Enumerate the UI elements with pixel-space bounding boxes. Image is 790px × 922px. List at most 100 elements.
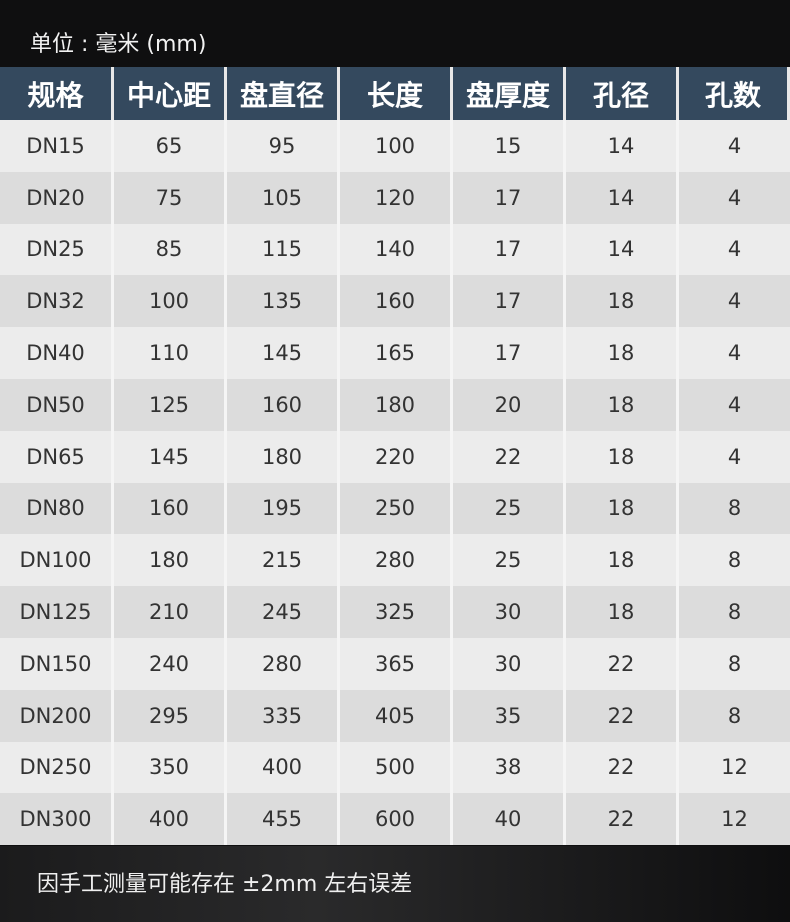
table-cell: 145 [114,430,227,483]
table-cell: 600 [340,793,453,846]
table-cell: 115 [227,223,340,276]
table-cell: DN50 [0,378,114,431]
table-cell: 210 [114,586,227,638]
table-cell: 17 [453,223,566,276]
column-header: 中心距 [114,67,227,120]
table-cell: DN32 [0,275,114,328]
table-cell: 295 [114,689,227,742]
table-cell: 160 [340,275,453,328]
table-cell: 8 [727,548,742,573]
table-cell: 280 [340,534,453,587]
table-cell: DN200 [0,689,114,742]
table-cell: DN250 [0,741,114,794]
table-row: DN200 295 335 405 35 22 8 [0,689,790,742]
table-cell: 125 [114,378,227,431]
table-cell: 280 [227,637,340,690]
table-cell: 38 [453,741,566,794]
table-cell: 14 [566,171,679,224]
table-cell: 100 [114,275,227,328]
table-row: DN40 110 145 165 17 18 4 [0,327,790,379]
table-cell: 215 [227,534,340,587]
table-cell: 8 [727,496,742,521]
table-cell: DN80 [0,482,114,535]
table-row: DN125 210 245 325 30 18 8 [0,586,790,638]
table-cell: 18 [566,327,679,379]
table-cell: 140 [340,223,453,276]
table-cell: 8 [727,600,742,625]
table-cell: 120 [340,171,453,224]
table-cell: 350 [114,741,227,794]
table-cell: 365 [340,637,453,690]
unit-label: 单位 : 毫米 (mm) [30,32,207,57]
table-cell: DN100 [0,534,114,587]
table-row: DN65 145 180 220 22 18 4 [0,430,790,483]
measurement-note: 因手工测量可能存在 ±2mm 左右误差 [37,872,413,897]
table-row: DN25 85 115 140 17 14 4 [0,223,790,276]
table-cell: 14 [566,120,679,172]
table-cell: 22 [566,689,679,742]
table-cell: DN300 [0,793,114,846]
table-row: DN300 400 455 600 40 22 12 [0,793,790,846]
spec-table: 规格 中心距 盘直径 长度 盘厚度 孔径 孔数 DN15 65 95 100 15 14 4 DN20 75 1… [0,67,790,846]
table-row: DN80 160 195 250 25 18 8 [0,482,790,535]
table-cell: 250 [340,482,453,535]
table-cell: 335 [227,689,340,742]
table-cell: DN65 [0,430,114,483]
table-cell: DN150 [0,637,114,690]
table-cell: 18 [566,534,679,587]
table-cell: 18 [566,586,679,638]
table-cell: 400 [114,793,227,846]
column-header: 孔径 [566,67,679,120]
table-cell: DN15 [0,120,114,172]
table-cell: 95 [227,120,340,172]
table-cell: 245 [227,586,340,638]
table-row: DN32 100 135 160 17 18 4 [0,275,790,328]
table-cell: 165 [340,327,453,379]
table-cell: 14 [566,223,679,276]
table-cell: 110 [114,327,227,379]
table-cell: 405 [340,689,453,742]
table-cell: 8 [727,703,742,728]
column-header: 孔数 [679,67,790,120]
table-cell: 4 [727,237,742,262]
table-cell: 18 [566,275,679,328]
column-header: 规格 [0,67,114,120]
table-cell: 22 [566,637,679,690]
table-cell: 75 [114,171,227,224]
table-cell: 30 [453,637,566,690]
table-cell: 4 [727,341,742,366]
table-cell: 160 [227,378,340,431]
table-cell: 4 [727,392,742,417]
table-cell: 17 [453,327,566,379]
table-cell: 145 [227,327,340,379]
table-cell: 25 [453,534,566,587]
column-header: 长度 [340,67,453,120]
table-cell: DN25 [0,223,114,276]
table-cell: 12 [721,755,748,780]
table-cell: 22 [453,430,566,483]
table-cell: 4 [727,185,742,210]
table-row: DN100 180 215 280 25 18 8 [0,534,790,587]
table-cell: 85 [114,223,227,276]
table-cell: 100 [340,120,453,172]
table-cell: DN20 [0,171,114,224]
table-cell: 18 [566,378,679,431]
table-cell: 180 [340,378,453,431]
table-cell: 500 [340,741,453,794]
table-cell: 18 [566,482,679,535]
table-cell: 240 [114,637,227,690]
table-cell: 22 [566,793,679,846]
table-cell: 22 [566,741,679,794]
table-cell: 35 [453,689,566,742]
table-cell: 17 [453,275,566,328]
table-cell: 325 [340,586,453,638]
table-row: DN50 125 160 180 20 18 4 [0,378,790,431]
table-cell: 65 [114,120,227,172]
table-row: DN250 350 400 500 38 22 12 [0,741,790,794]
table-cell: 30 [453,586,566,638]
table-cell: 4 [727,289,742,314]
table-cell: 160 [114,482,227,535]
table-cell: 12 [721,807,748,832]
table-cell: 20 [453,378,566,431]
table-cell: 8 [727,651,742,676]
